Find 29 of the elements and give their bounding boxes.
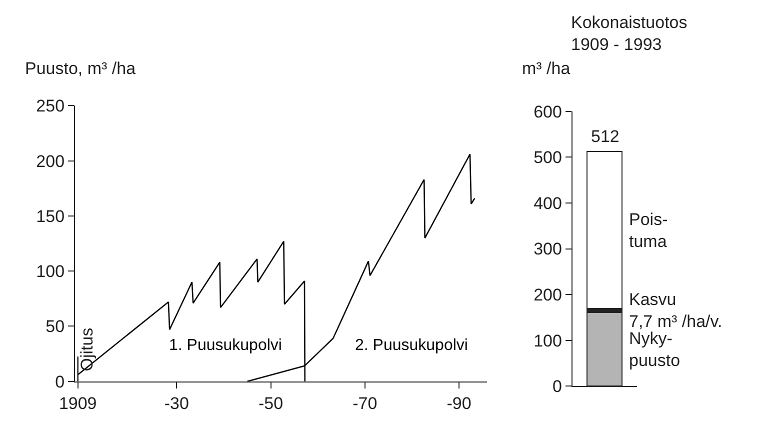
y-axis-title: m³ /ha [522, 59, 571, 78]
ref-line-label: Ojitus [77, 328, 96, 372]
series-label: Kasvu 7,7 m³ /ha/v. [629, 290, 722, 332]
y-tick-label: 50 [46, 317, 65, 336]
series-label: 2. Puusukupolvi [355, 337, 468, 354]
y-tick-label: 0 [552, 377, 562, 396]
bar [586, 151, 623, 309]
y-tick-label: 250 [36, 96, 65, 116]
y-tick-label: 0 [55, 372, 65, 392]
x-tick-label: -50 [258, 394, 284, 413]
x-tick-label: -90 [446, 394, 472, 413]
series-label: Pois- tuma [629, 210, 668, 252]
x-tick-label: -30 [164, 394, 189, 413]
y-tick-label: 300 [534, 240, 562, 259]
y-tick-label: 100 [534, 331, 562, 350]
y-axis-title: Puusto, m³ /ha [25, 59, 136, 78]
total-label: 512 [591, 127, 620, 146]
chart-title: Kokonaistuotos 1909 - 1993 [571, 13, 688, 54]
series-label: Nyky- puusto [629, 329, 680, 370]
y-tick-label: 200 [36, 152, 65, 171]
x-tick-label: 1909 [58, 394, 97, 413]
y-tick-label: 150 [36, 206, 65, 226]
series-label: 1. Puusukupolvi [169, 337, 282, 354]
y-tick-label: 500 [534, 148, 562, 168]
y-tick-label: 200 [534, 286, 562, 305]
x-tick-label: -70 [352, 394, 378, 413]
y-tick-label: 600 [534, 102, 562, 122]
y-tick-label: 100 [36, 262, 65, 282]
y-tick-label: 400 [534, 194, 562, 213]
